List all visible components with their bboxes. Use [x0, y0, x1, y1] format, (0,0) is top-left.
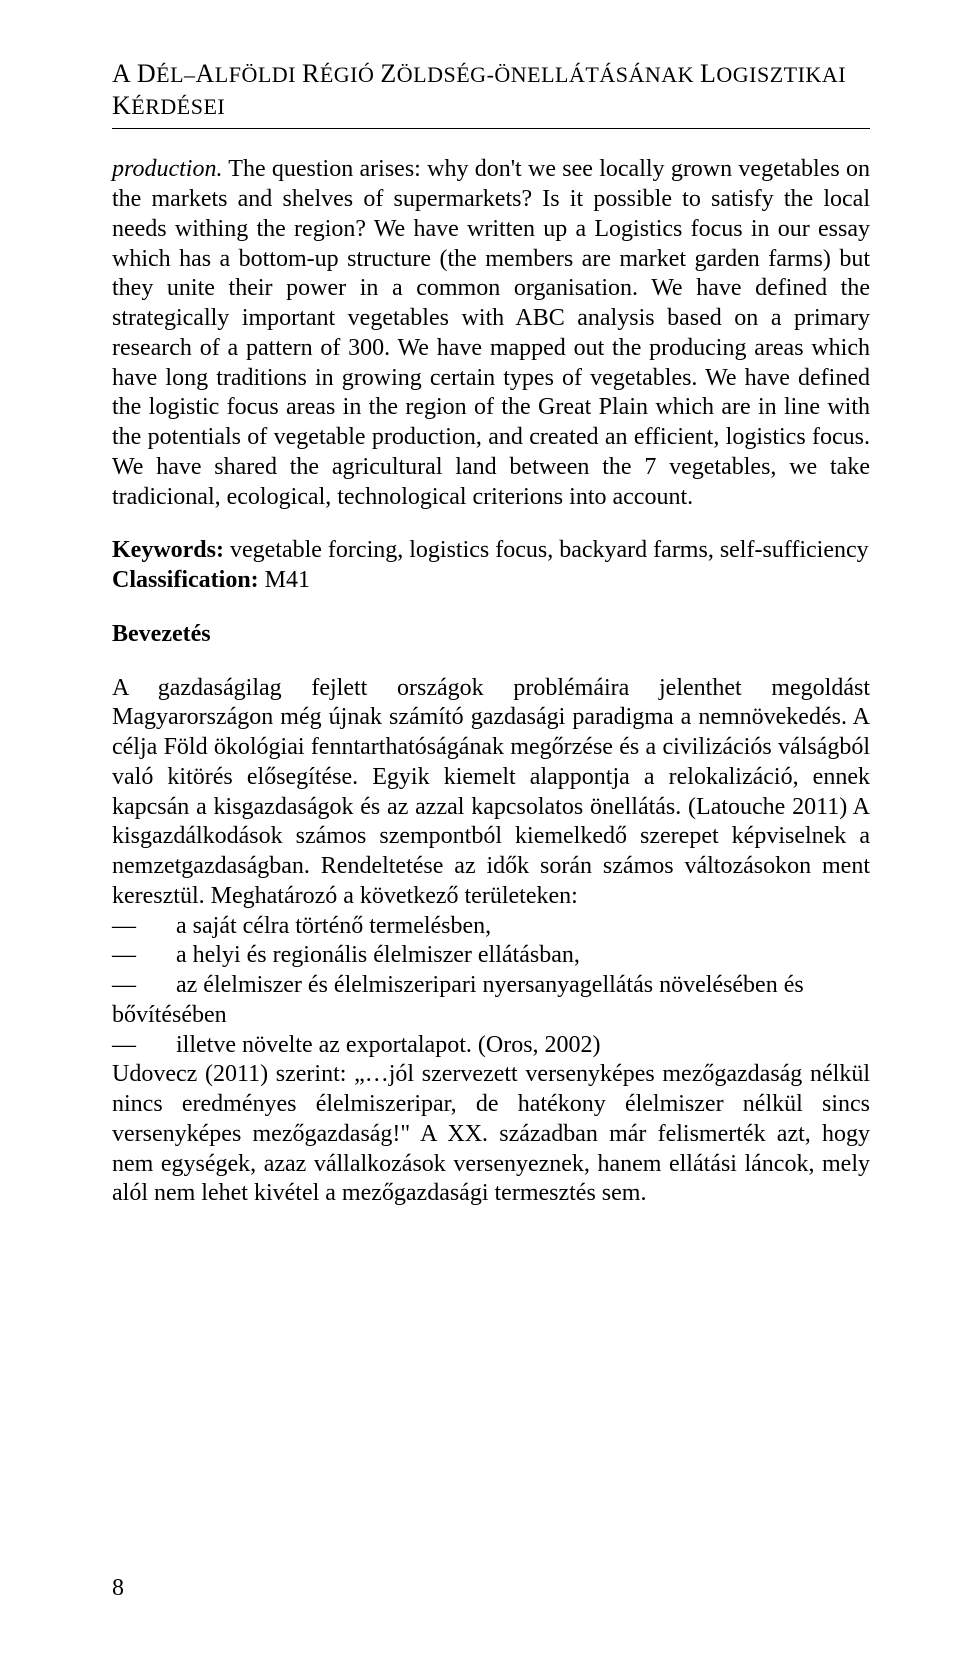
list-item: illetve növelte az exportalapot. (Oros, … [112, 1031, 870, 1061]
keywords-label: Keywords: [112, 537, 224, 563]
list-item: a helyi és regionális élelmiszer ellátás… [112, 941, 870, 971]
classification-line: Classification: M41 [112, 566, 870, 596]
list-item-continuation: bővítésében [112, 1001, 870, 1031]
list-item: a saját célra történő termelésben, [112, 912, 870, 942]
keywords-line: Keywords: vegetable forcing, logistics f… [112, 536, 870, 566]
body-paragraph-1: A gazdaságilag fejlett országok problémá… [112, 674, 870, 912]
page-number: 8 [112, 1574, 124, 1604]
section-heading: Bevezetés [112, 620, 870, 650]
keywords-text: vegetable forcing, logistics focus, back… [224, 537, 869, 563]
list-item: az élelmiszer és élelmiszeripari nyersan… [112, 971, 870, 1001]
abstract-paragraph: production. The question arises: why don… [112, 155, 870, 512]
running-header: A DÉL–ALFÖLDI RÉGIÓ ZÖLDSÉG-ÖNELLÁTÁSÁNA… [112, 58, 870, 122]
body-paragraph-2: Udovecz (2011) szerint: „…jól szervezett… [112, 1060, 870, 1209]
header-rule [112, 128, 870, 129]
bullet-list: a saját célra történő termelésben, a hel… [112, 912, 870, 1061]
classification-label: Classification: [112, 567, 259, 593]
classification-value: M41 [259, 567, 310, 593]
